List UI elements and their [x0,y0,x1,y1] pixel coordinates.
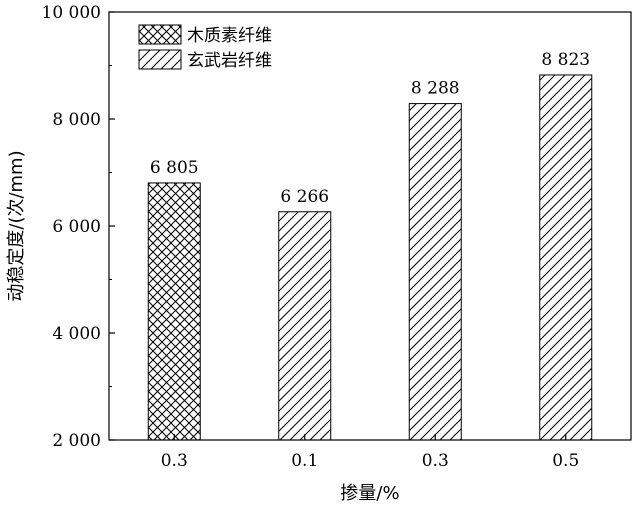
legend-swatch-lignin [138,24,182,45]
x-tick-label-0: 0.3 [161,451,188,471]
y-tick-label-4: 10 000 [42,3,101,23]
data-label-3: 8 823 [541,50,590,70]
y-tick-label-3: 8 000 [52,110,101,130]
x-tick-label-1: 0.1 [291,451,318,471]
x-tick-label-2: 0.3 [422,451,449,471]
data-label-1: 6 266 [280,187,329,207]
data-label-2: 8 288 [411,79,460,99]
x-axis: 0.3 0.1 0.3 0.5 [161,434,579,471]
data-label-0: 6 805 [150,158,199,178]
x-axis-title: 掺量/% [340,483,399,504]
bar-3 [539,74,593,441]
legend: 木质素纤维 玄武岩纤维 [138,24,272,71]
y-tick-label-0: 2 000 [52,431,101,451]
bar-0 [147,182,201,441]
bars [147,74,593,441]
data-labels: 6 805 6 266 8 288 8 823 [150,50,590,207]
y-axis: 2 000 4 000 6 000 8 000 10 000 [42,3,115,451]
bar-1 [278,211,332,441]
y-axis-title: 动稳定度/(次/mm) [6,150,27,301]
legend-swatch-basalt [138,49,182,70]
y-tick-label-2: 6 000 [52,217,101,237]
x-tick-label-3: 0.5 [552,451,579,471]
legend-label-basalt: 玄武岩纤维 [187,51,272,71]
y-tick-label-1: 4 000 [52,324,101,344]
bar-2 [408,103,462,441]
legend-label-lignin: 木质素纤维 [187,26,272,46]
